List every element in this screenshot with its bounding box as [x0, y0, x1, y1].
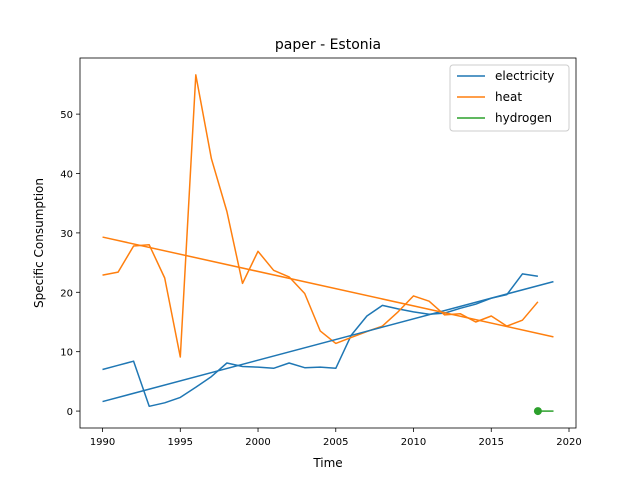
legend-label-hydrogen: hydrogen — [495, 111, 552, 125]
x-tick-label: 2005 — [323, 437, 348, 448]
legend: electricity heat hydrogen — [449, 64, 570, 132]
y-tick-label: 40 — [60, 170, 73, 181]
x-tick-label: 2000 — [245, 437, 270, 448]
axis-ticks: 1990 1995 2000 2005 2010 2015 2020 0 10 20 30 40 50 — [60, 110, 581, 448]
x-tick-label: 2015 — [479, 437, 504, 448]
legend-label-electricity: electricity — [495, 69, 554, 83]
x-tick-label: 2010 — [401, 437, 426, 448]
legend-label-heat: heat — [495, 90, 522, 104]
series-marker-hydrogen — [533, 407, 542, 416]
y-tick-label: 50 — [60, 110, 73, 121]
x-tick-label: 1990 — [90, 437, 115, 448]
y-axis-label: Specific Consumption — [32, 178, 46, 308]
series-line-heat — [102, 74, 539, 358]
legend-box — [449, 64, 570, 132]
y-tick-label: 0 — [67, 407, 73, 418]
series-line-electricity — [102, 273, 539, 408]
x-axis-label: Time — [312, 456, 342, 470]
y-tick-label: 10 — [60, 348, 73, 359]
plot-frame — [79, 57, 577, 429]
y-tick-label: 30 — [60, 229, 73, 240]
trendline-electricity — [102, 280, 554, 403]
x-tick-label: 2020 — [556, 437, 581, 448]
chart-title: paper - Estonia — [275, 37, 381, 53]
plot-lines — [102, 74, 554, 416]
x-tick-label: 1995 — [168, 437, 193, 448]
trendline-heat — [102, 236, 554, 338]
y-tick-label: 20 — [60, 288, 73, 299]
